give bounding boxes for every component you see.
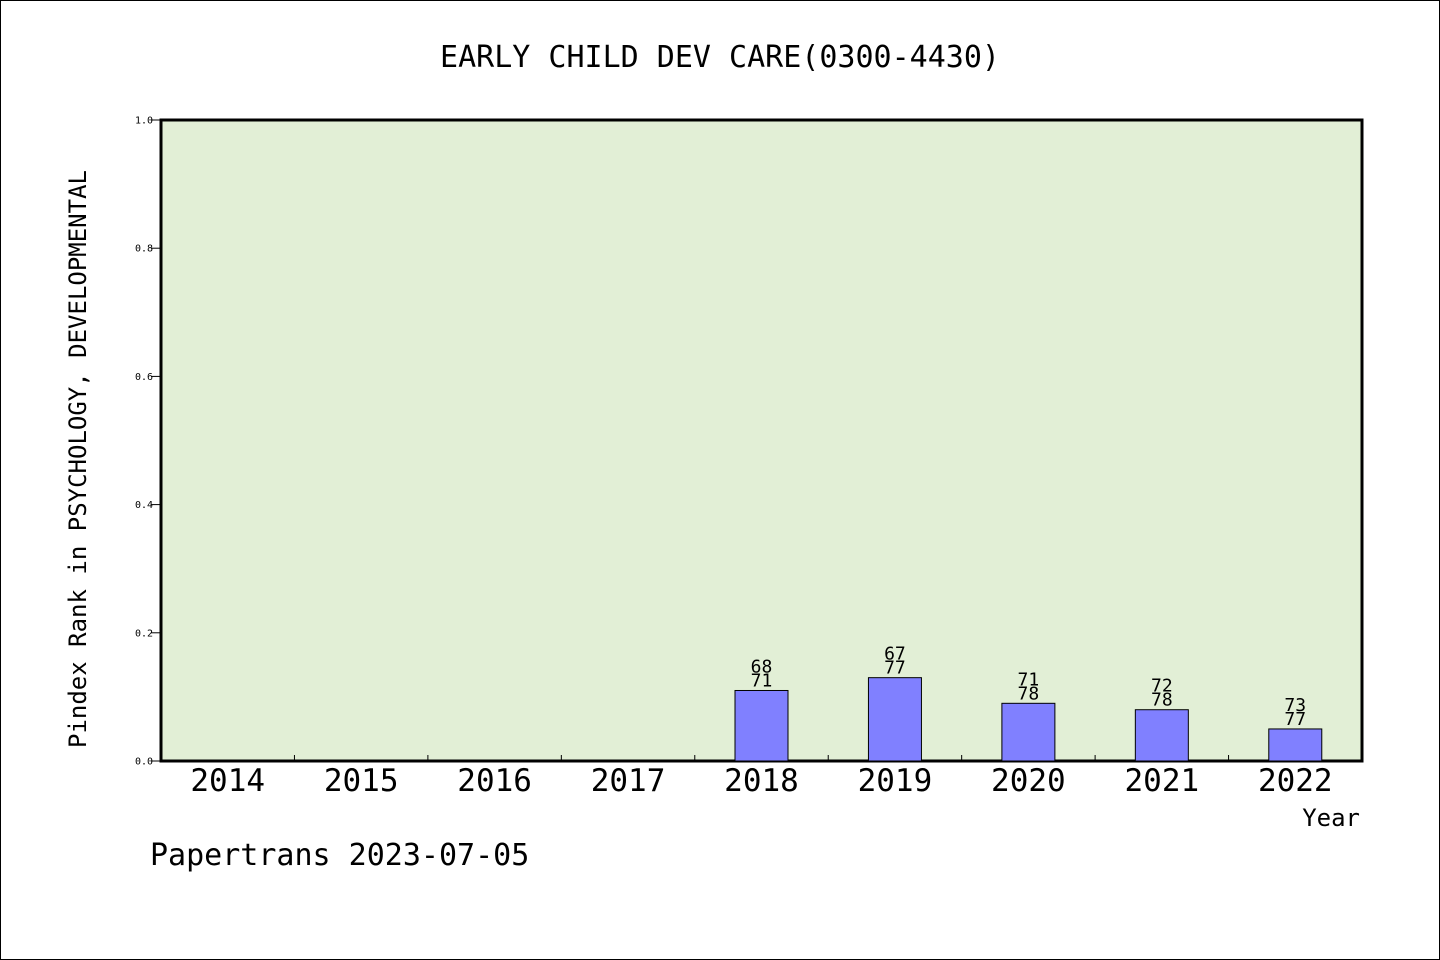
bar-label-lower: 77 xyxy=(1284,709,1306,730)
x-tick-label: 2020 xyxy=(991,763,1066,799)
bar-label-upper: 68 xyxy=(751,656,773,677)
bar-2018 xyxy=(734,689,789,762)
y-tick-label: 0.0 xyxy=(135,757,153,768)
x-tick-label: 2019 xyxy=(858,763,933,799)
bar-2019 xyxy=(867,677,922,762)
y-tick-label: 0.6 xyxy=(135,372,153,383)
y-axis-label: Pindex Rank in PSYCHOLOGY, DEVELOPMENTAL xyxy=(64,170,92,748)
bar-label-upper: 71 xyxy=(1018,669,1040,690)
bar-2020 xyxy=(1001,702,1056,762)
bar-label-lower: 78 xyxy=(1018,683,1040,704)
bar-label-lower: 78 xyxy=(1151,690,1173,711)
bar-label-lower: 71 xyxy=(751,670,773,691)
y-tick-label: 0.4 xyxy=(135,500,153,511)
x-tick-label: 2016 xyxy=(457,763,532,799)
bar-label-lower: 77 xyxy=(884,658,906,679)
ticks-group: 0.0 0.2 0.4 0.6 0.8 1.0 2014 2015 2016 2017 2018 20… xyxy=(135,116,1333,800)
y-tick-label: 1.0 xyxy=(135,116,153,127)
x-tick-label: 2021 xyxy=(1125,763,1200,799)
bar-label-upper: 73 xyxy=(1284,695,1306,716)
x-axis-label: Year xyxy=(1302,804,1360,832)
bar-2021 xyxy=(1134,709,1189,762)
bar-2022 xyxy=(1268,728,1323,762)
x-tick-label: 2017 xyxy=(591,763,666,799)
chart-title: EARLY CHILD DEV CARE(0300-4430) xyxy=(440,40,1000,75)
x-tick-label: 2015 xyxy=(324,763,399,799)
x-tick-label: 2022 xyxy=(1258,763,1333,799)
plot-area xyxy=(159,118,1364,763)
footer-credit: Papertrans 2023-07-05 xyxy=(150,838,529,873)
x-tick-label: 2018 xyxy=(724,763,799,799)
x-tick-label: 2014 xyxy=(190,763,265,799)
y-tick-label: 0.2 xyxy=(135,628,153,639)
bar-label-upper: 67 xyxy=(884,644,906,665)
bar-label-upper: 72 xyxy=(1151,676,1173,697)
y-tick-label: 0.8 xyxy=(135,244,153,255)
